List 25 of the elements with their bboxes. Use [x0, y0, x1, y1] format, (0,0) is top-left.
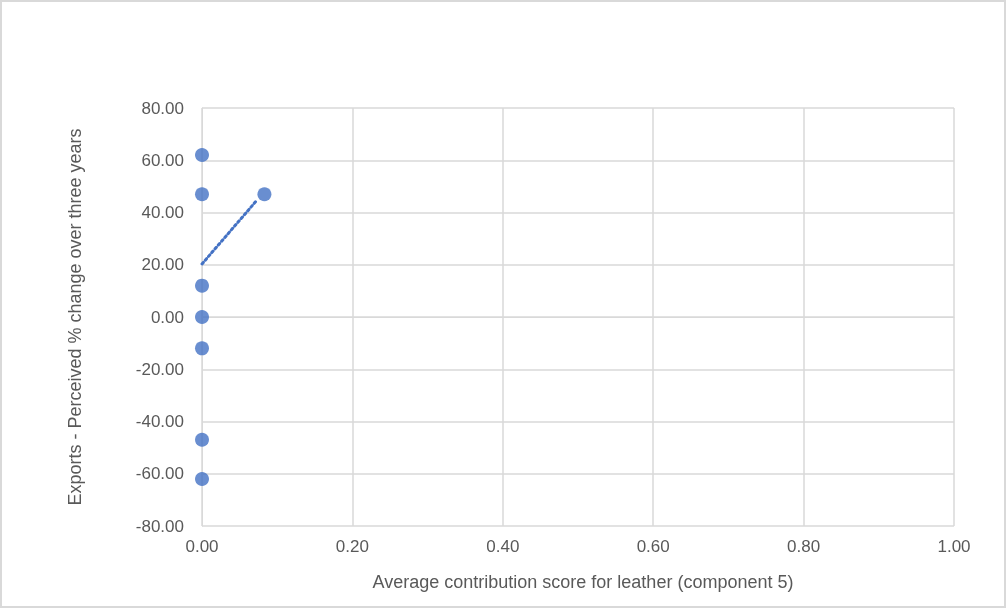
y-tick-label: -40.00: [135, 412, 184, 431]
point: [195, 432, 209, 447]
y-tick-label: 60.00: [141, 150, 184, 170]
x-tick-label: 0.00: [185, 537, 219, 556]
x-axis-title: Average contribution score for leather (component 5): [372, 572, 794, 592]
y-tick-label: 80.00: [141, 98, 184, 118]
y-tick-label: 0.00: [150, 307, 184, 327]
y-tick-label: 20.00: [141, 255, 184, 275]
y-tick-label: -60.00: [135, 464, 184, 484]
x-tick-label: 0.40: [486, 537, 520, 556]
y-axis-title: Exports - Perceived % change over three years: [65, 128, 85, 506]
point: [257, 187, 272, 202]
point: [195, 148, 209, 163]
point: [195, 278, 209, 293]
x-tick-label: 0.60: [636, 537, 670, 556]
point: [195, 471, 209, 486]
y-tick-label: -80.00: [135, 516, 184, 536]
point: [195, 310, 209, 324]
y-tick-label: -20.00: [135, 359, 184, 379]
x-tick-label: 1.00: [937, 537, 971, 556]
x-tick-label: 0.80: [787, 537, 821, 556]
x-tick-label: 0.20: [335, 537, 369, 556]
point: [195, 341, 209, 356]
y-tick-label: 40.00: [141, 203, 184, 222]
point: [195, 187, 209, 202]
